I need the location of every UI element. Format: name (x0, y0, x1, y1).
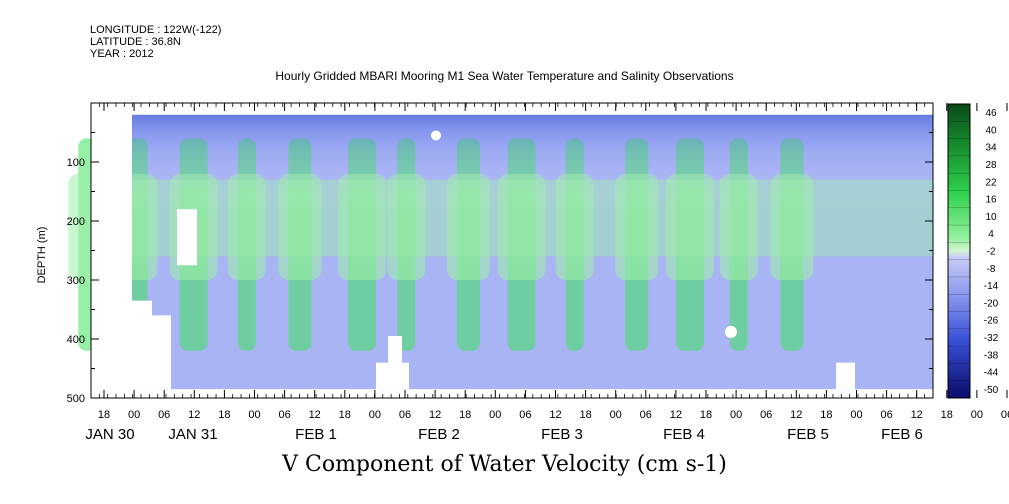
x-date-label: JAN 30 (85, 426, 134, 443)
y-tick-label: 100 (67, 157, 85, 169)
x-date-label: FEB 5 (787, 426, 829, 443)
y-axis-title: DEPTH (m) (36, 227, 48, 284)
missing-data-patch (376, 362, 409, 390)
x-date-label: FEB 6 (881, 426, 923, 443)
colorbar-label: -8 (987, 264, 996, 275)
x-tick-label: 06 (1001, 409, 1009, 421)
y-tick-label: 400 (67, 334, 85, 346)
x-tick-label: 18 (579, 409, 591, 421)
x-tick-label: 06 (278, 409, 290, 421)
x-tick-label: 00 (610, 409, 622, 421)
x-tick-label: 18 (700, 409, 712, 421)
colorbar-gradient (947, 103, 971, 399)
year-label: YEAR : 2012 (90, 48, 154, 60)
x-tick-label: 00 (850, 409, 862, 421)
chart-title: Hourly Gridded MBARI Mooring M1 Sea Wate… (275, 69, 734, 83)
x-tick-label: 06 (158, 409, 170, 421)
x-axis-tick-labels: 18 00 06 12 18 00 06 12 18 00 06 12 18 00 06 12 18 00 06 12… (98, 409, 1009, 421)
x-tick-label: 12 (670, 409, 682, 421)
missing-data-patch (149, 315, 171, 390)
plot-axes (90, 102, 1008, 399)
x-date-label: JAN 31 (168, 426, 217, 443)
x-tick-label: 12 (790, 409, 802, 421)
colorbar-label: 46 (985, 108, 997, 119)
x-axis-date-labels: JAN 30 JAN 31 FEB 1 FEB 2 FEB 3 FEB 4 FEB 5 FEB… (85, 426, 922, 443)
x-tick-label: 00 (971, 409, 983, 421)
surface-shading (128, 114, 933, 390)
x-date-label: FEB 3 (541, 426, 583, 443)
missing-data-patch (127, 300, 152, 390)
missing-data-patch (431, 130, 441, 141)
y-axis-tick-labels: 100 200 300 400 500 (67, 157, 85, 405)
x-tick-label: 00 (248, 409, 260, 421)
colorbar-label: -38 (984, 350, 999, 361)
colorbar-label: -20 (984, 298, 999, 309)
x-tick-label: 06 (519, 409, 531, 421)
colorbar: 46 40 34 28 22 16 10 4 -2 -8 -14 -20 -26 -32 -38 -44 -50 (947, 103, 999, 399)
metadata-block: LONGITUDE : 122W(-122) LATITUDE : 36.8N … (90, 24, 221, 60)
velocity-field (68, 103, 933, 390)
x-date-label: FEB 2 (418, 426, 460, 443)
x-tick-label: 18 (459, 409, 471, 421)
x-date-label: FEB 4 (663, 426, 705, 443)
y-tick-label: 200 (67, 216, 85, 228)
colorbar-label: 22 (985, 177, 997, 188)
x-tick-label: 12 (188, 409, 200, 421)
x-tick-label: 06 (640, 409, 652, 421)
colorbar-label: -32 (984, 333, 999, 344)
longitude-label: LONGITUDE : 122W(-122) (90, 24, 222, 36)
x-tick-label: 18 (941, 409, 953, 421)
missing-data-patch (91, 114, 128, 390)
x-tick-label: 18 (218, 409, 230, 421)
x-tick-label: 00 (730, 409, 742, 421)
chart-caption: V Component of Water Velocity (cm s-1) (282, 452, 727, 477)
missing-data-patch (725, 325, 737, 338)
colorbar-label: 16 (985, 195, 997, 206)
colorbar-label: -44 (984, 368, 999, 379)
x-tick-label: 12 (911, 409, 923, 421)
y-tick-label: 300 (67, 275, 85, 287)
latitude-label: LATITUDE : 36.8N (90, 36, 181, 48)
x-tick-label: 06 (760, 409, 772, 421)
x-tick-label: 12 (549, 409, 561, 421)
x-tick-label: 00 (489, 409, 501, 421)
x-tick-label: 00 (369, 409, 381, 421)
x-tick-label: 00 (128, 409, 140, 421)
x-tick-label: 18 (339, 409, 351, 421)
colorbar-label: -50 (984, 385, 999, 396)
missing-data-patch (836, 362, 855, 390)
x-tick-label: 12 (309, 409, 321, 421)
x-tick-label: 18 (820, 409, 832, 421)
y-tick-label: 500 (67, 393, 85, 405)
x-date-label: FEB 1 (295, 426, 337, 443)
colorbar-label: -14 (984, 281, 999, 292)
missing-data-patch (177, 209, 197, 266)
colorbar-label: 34 (985, 143, 997, 154)
colorbar-label: 28 (985, 160, 997, 171)
colorbar-label: 10 (985, 212, 997, 223)
x-tick-label: 12 (429, 409, 441, 421)
colorbar-label: 40 (985, 125, 997, 136)
colorbar-label: -26 (984, 316, 999, 327)
x-tick-label: 06 (399, 409, 411, 421)
colorbar-label: -2 (987, 247, 996, 258)
x-tick-label: 06 (880, 409, 892, 421)
x-tick-label: 18 (98, 409, 110, 421)
colorbar-label: 4 (988, 229, 994, 240)
